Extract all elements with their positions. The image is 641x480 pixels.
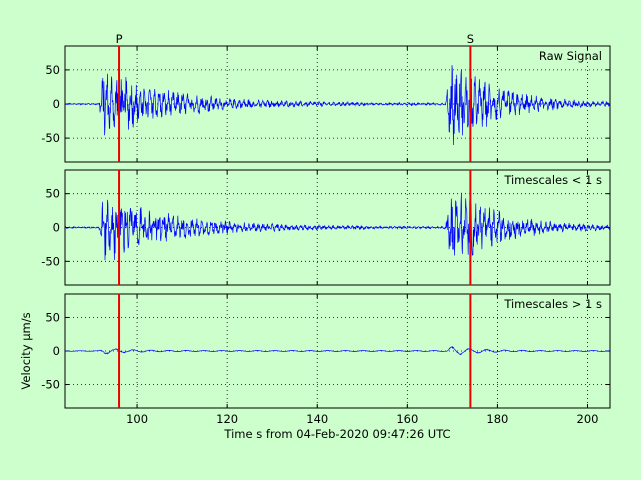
y-tick-label: 50 <box>45 63 60 77</box>
y-tick-label: -50 <box>41 378 60 392</box>
phase-label-s: S <box>467 32 474 46</box>
x-tick-label: 120 <box>216 412 238 426</box>
waveform-line <box>65 65 610 146</box>
panel-label: Raw Signal <box>539 49 602 63</box>
y-tick-label: 0 <box>53 97 60 111</box>
x-tick-label: 100 <box>126 412 148 426</box>
panel-label: Timescales < 1 s <box>503 173 602 187</box>
panel-2: -50 0 50 Timescales < 1 s <box>41 169 611 286</box>
x-axis-title: Time s from 04-Feb-2020 09:47:26 UTC <box>223 427 450 441</box>
y-axis-title: Velocity μm/s <box>19 312 33 389</box>
x-tick-label: 200 <box>577 412 599 426</box>
panel-1: -50 0 50 Raw Signal <box>41 45 611 163</box>
y-tick-label: 0 <box>53 344 60 358</box>
y-tick-label: 0 <box>53 221 60 235</box>
panel-label: Timescales > 1 s <box>503 297 602 311</box>
phase-label-p: P <box>116 32 123 46</box>
x-tick-label: 160 <box>396 412 418 426</box>
x-tick-label: 180 <box>486 412 508 426</box>
waveform-line <box>65 192 610 261</box>
panel-3: -50 0 50 Timescales > 1 s <box>41 293 611 409</box>
y-tick-label: -50 <box>41 254 60 268</box>
y-tick-label: -50 <box>41 131 60 145</box>
y-tick-label: 50 <box>45 310 60 324</box>
x-tick-label: 140 <box>306 412 328 426</box>
waveform-line <box>65 345 610 356</box>
y-tick-label: 50 <box>45 187 60 201</box>
